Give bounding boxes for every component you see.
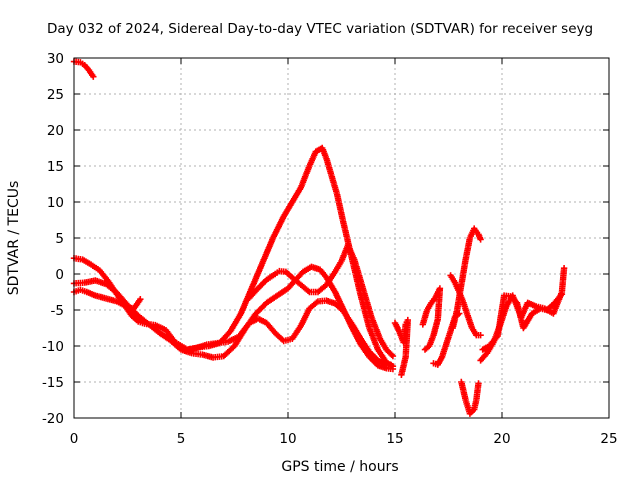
x-tick-label: 15 <box>386 431 403 447</box>
series-11 <box>449 225 484 332</box>
series-7-markers <box>391 316 411 378</box>
series-1-markers <box>70 58 97 80</box>
series-3 <box>70 263 397 373</box>
grid-lines <box>74 58 609 418</box>
series-14 <box>479 291 566 353</box>
x-tick-label: 0 <box>70 431 79 447</box>
x-axis-label: GPS time / hours <box>281 459 398 475</box>
series-8 <box>419 285 444 353</box>
series-4-markers <box>70 286 144 312</box>
axis-ticks: 0 5 10 15 20 25 -20 -15 -10 -5 0 5 10 15 20 25 30 <box>42 51 618 447</box>
y-tick-label: -10 <box>42 339 64 355</box>
series-12 <box>458 378 482 417</box>
y-tick-label: 5 <box>55 231 64 247</box>
series-6-markers <box>246 242 397 360</box>
series-5 <box>173 144 397 370</box>
series-5-markers <box>173 144 397 370</box>
series-11-markers <box>449 225 484 332</box>
x-tick-label: 20 <box>493 431 510 447</box>
chart-title: Day 032 of 2024, Sidereal Day-to-day VTE… <box>47 21 593 37</box>
series-4 <box>70 286 144 312</box>
series-12-markers <box>458 378 482 417</box>
y-tick-label: 15 <box>47 159 64 175</box>
x-tick-label: 5 <box>177 431 186 447</box>
y-tick-label: 20 <box>47 123 64 139</box>
y-tick-label: -5 <box>51 303 64 319</box>
y-tick-label: -20 <box>42 411 64 427</box>
series-7 <box>391 316 411 378</box>
y-axis-label: SDTVAR / TECUs <box>6 181 22 296</box>
y-tick-label: 30 <box>47 51 64 67</box>
series-3-markers <box>70 263 397 373</box>
series-6 <box>246 242 397 360</box>
x-tick-label: 10 <box>279 431 296 447</box>
x-tick-label: 25 <box>600 431 617 447</box>
y-tick-label: -15 <box>42 375 64 391</box>
series-8-markers <box>419 285 444 353</box>
y-tick-label: 25 <box>47 87 64 103</box>
y-tick-label: 10 <box>47 195 64 211</box>
y-tick-label: 0 <box>55 267 64 283</box>
data-points <box>70 58 568 417</box>
series-1 <box>70 58 97 80</box>
series-14-markers <box>479 291 566 353</box>
